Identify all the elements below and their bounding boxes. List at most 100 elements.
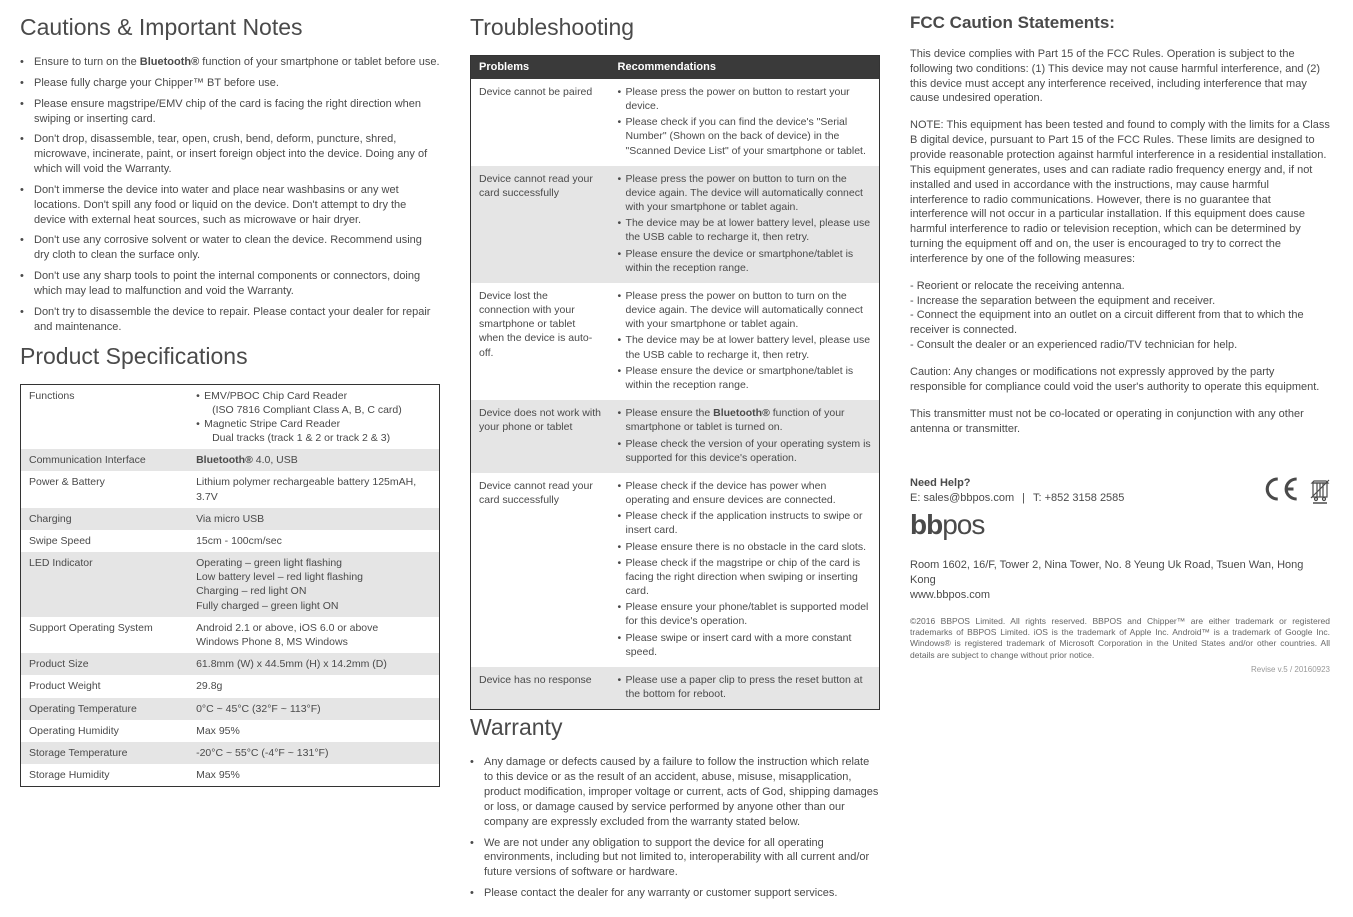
address-block: Room 1602, 16/F, Tower 2, Nina Tower, No… bbox=[910, 558, 1330, 603]
warranty-item: Please contact the dealer for any warran… bbox=[470, 886, 880, 901]
caution-item: Don't use any corrosive solvent or water… bbox=[20, 233, 440, 263]
trouble-recommendations: Please use a paper clip to press the res… bbox=[610, 667, 880, 710]
warranty-title: Warranty bbox=[470, 712, 880, 743]
cautions-list: Ensure to turn on the Bluetooth® functio… bbox=[20, 55, 440, 335]
recommendation-item: Please ensure the device or smartphone/t… bbox=[618, 247, 871, 275]
warranty-item: We are not under any obligation to suppo… bbox=[470, 836, 880, 881]
caution-item: Please ensure magstripe/EMV chip of the … bbox=[20, 97, 440, 127]
trouble-row: Device cannot read your card successfull… bbox=[471, 166, 880, 283]
caution-item: Please fully charge your Chipper™ BT bef… bbox=[20, 76, 440, 91]
spec-row: ChargingVia micro USB bbox=[21, 508, 440, 530]
spec-row: Operating Temperature0°C ~ 45°C (32°F ~ … bbox=[21, 698, 440, 720]
trouble-row: Device lost the connection with your sma… bbox=[471, 283, 880, 400]
spec-value: -20°C ~ 55°C (-4°F ~ 131°F) bbox=[188, 742, 439, 764]
caution-item: Don't drop, disassemble, tear, open, cru… bbox=[20, 132, 440, 177]
trouble-row: Device cannot be paired Please press the … bbox=[471, 79, 880, 166]
recommendation-item: Please check if the application instruct… bbox=[618, 509, 871, 537]
spec-value: 15cm - 100cm/sec bbox=[188, 530, 439, 552]
spec-row: Operating HumidityMax 95% bbox=[21, 720, 440, 742]
spec-value: 61.8mm (W) x 44.5mm (H) x 14.2mm (D) bbox=[188, 653, 439, 675]
revise-text: Revise v.5 / 20160923 bbox=[910, 665, 1330, 676]
spec-value: 29.8g bbox=[188, 675, 439, 697]
recommendation-item: Please ensure there is no obstacle in th… bbox=[618, 540, 871, 554]
spec-row: FunctionsEMV/PBOC Chip Card Reader(ISO 7… bbox=[21, 384, 440, 449]
troubleshooting-title: Troubleshooting bbox=[470, 12, 880, 43]
compliance-marks bbox=[1266, 477, 1330, 505]
troubleshooting-table: Problems Recommendations Device cannot b… bbox=[470, 55, 880, 710]
svg-text:bbpos: bbpos bbox=[910, 510, 984, 540]
spec-value: Max 95% bbox=[188, 720, 439, 742]
spec-label: Storage Temperature bbox=[21, 742, 189, 764]
spec-label: Product Weight bbox=[21, 675, 189, 697]
footer-zone: Need Help? E: sales@bbpos.com | T: +852 … bbox=[910, 476, 1330, 675]
fcc-p4: This transmitter must not be co-located … bbox=[910, 407, 1330, 437]
spec-row: Product Size61.8mm (W) x 44.5mm (H) x 14… bbox=[21, 653, 440, 675]
spec-row: Storage Temperature-20°C ~ 55°C (-4°F ~ … bbox=[21, 742, 440, 764]
caution-item: Ensure to turn on the Bluetooth® functio… bbox=[20, 55, 440, 70]
trouble-problem: Device cannot read your card successfull… bbox=[471, 166, 610, 283]
trouble-row: Device has no response Please use a paper… bbox=[471, 667, 880, 710]
fcc-p1: This device complies with Part 15 of the… bbox=[910, 47, 1330, 106]
recommendation-item: Please use a paper clip to press the res… bbox=[618, 673, 871, 701]
trouble-problem: Device cannot be paired bbox=[471, 79, 610, 166]
spec-label: Swipe Speed bbox=[21, 530, 189, 552]
spec-row: Communication InterfaceBluetooth® 4.0, U… bbox=[21, 449, 440, 471]
recommendation-item: Please press the power on button to turn… bbox=[618, 289, 871, 332]
fcc-p3: Caution: Any changes or modifications no… bbox=[910, 365, 1330, 395]
th-recommendations: Recommendations bbox=[610, 56, 880, 79]
address-line1: Room 1602, 16/F, Tower 2, Nina Tower, No… bbox=[910, 558, 1330, 588]
cautions-title: Cautions & Important Notes bbox=[20, 12, 440, 43]
legal-text: ©2016 BBPOS Limited. All rights reserved… bbox=[910, 616, 1330, 660]
caution-item: Don't immerse the device into water and … bbox=[20, 183, 440, 228]
recommendation-item: Please ensure your phone/tablet is suppo… bbox=[618, 600, 871, 628]
spec-row: Storage HumidityMax 95% bbox=[21, 764, 440, 787]
need-help-row: Need Help? E: sales@bbpos.com | T: +852 … bbox=[910, 476, 1330, 506]
spec-value: Max 95% bbox=[188, 764, 439, 787]
fcc-measure-line: - Connect the equipment into an outlet o… bbox=[910, 308, 1330, 323]
fcc-p2: NOTE: This equipment has been tested and… bbox=[910, 118, 1330, 266]
fcc-measure-line: receiver is connected. bbox=[910, 323, 1330, 338]
trouble-recommendations: Please press the power on button to turn… bbox=[610, 283, 880, 400]
caution-item: Don't try to disassemble the device to r… bbox=[20, 305, 440, 335]
spec-row: Support Operating SystemAndroid 2.1 or a… bbox=[21, 617, 440, 653]
fcc-measure-line: - Consult the dealer or an experienced r… bbox=[910, 338, 1330, 353]
spec-row: Power & BatteryLithium polymer rechargea… bbox=[21, 471, 440, 507]
recommendation-item: The device may be at lower battery level… bbox=[618, 216, 871, 244]
need-help-contacts: E: sales@bbpos.com | T: +852 3158 2585 bbox=[910, 491, 1124, 506]
spec-label: Support Operating System bbox=[21, 617, 189, 653]
fcc-measures: - Reorient or relocate the receiving ant… bbox=[910, 279, 1330, 353]
trouble-recommendations: Please check if the device has power whe… bbox=[610, 473, 880, 667]
address-line2: www.bbpos.com bbox=[910, 588, 1330, 603]
spec-label: Communication Interface bbox=[21, 449, 189, 471]
trouble-recommendations: Please ensure the Bluetooth® function of… bbox=[610, 400, 880, 473]
spec-label: Storage Humidity bbox=[21, 764, 189, 787]
middle-column: Troubleshooting Problems Recommendations… bbox=[470, 10, 880, 907]
trouble-problem: Device has no response bbox=[471, 667, 610, 710]
warranty-list: Any damage or defects caused by a failur… bbox=[470, 755, 880, 901]
trouble-recommendations: Please press the power on button to turn… bbox=[610, 166, 880, 283]
trouble-problem: Device cannot read your card successfull… bbox=[471, 473, 610, 667]
th-problems: Problems bbox=[471, 56, 610, 79]
spec-label: Power & Battery bbox=[21, 471, 189, 507]
caution-item: Don't use any sharp tools to point the i… bbox=[20, 269, 440, 299]
trouble-row: Device does not work with your phone or … bbox=[471, 400, 880, 473]
recommendation-item: Please press the power on button to rest… bbox=[618, 85, 871, 113]
recommendation-item: Please ensure the Bluetooth® function of… bbox=[618, 406, 871, 434]
weee-bin-icon bbox=[1310, 478, 1330, 504]
page-columns: Cautions & Important Notes Ensure to tur… bbox=[20, 10, 1333, 907]
recommendation-item: Please check if the magstripe or chip of… bbox=[618, 556, 871, 599]
spec-value: Via micro USB bbox=[188, 508, 439, 530]
spec-row: Product Weight29.8g bbox=[21, 675, 440, 697]
recommendation-item: Please check if you can find the device'… bbox=[618, 115, 871, 158]
tel: T: +852 3158 2585 bbox=[1033, 491, 1124, 506]
trouble-problem: Device does not work with your phone or … bbox=[471, 400, 610, 473]
recommendation-item: Please check the version of your operati… bbox=[618, 437, 871, 465]
ce-mark-icon bbox=[1265, 477, 1301, 505]
fcc-title: FCC Caution Statements: bbox=[910, 12, 1330, 35]
spec-label: Product Size bbox=[21, 653, 189, 675]
spec-value: 0°C ~ 45°C (32°F ~ 113°F) bbox=[188, 698, 439, 720]
spec-label: Charging bbox=[21, 508, 189, 530]
trouble-problem: Device lost the connection with your sma… bbox=[471, 283, 610, 400]
fcc-measure-line: - Reorient or relocate the receiving ant… bbox=[910, 279, 1330, 294]
recommendation-item: Please check if the device has power whe… bbox=[618, 479, 871, 507]
